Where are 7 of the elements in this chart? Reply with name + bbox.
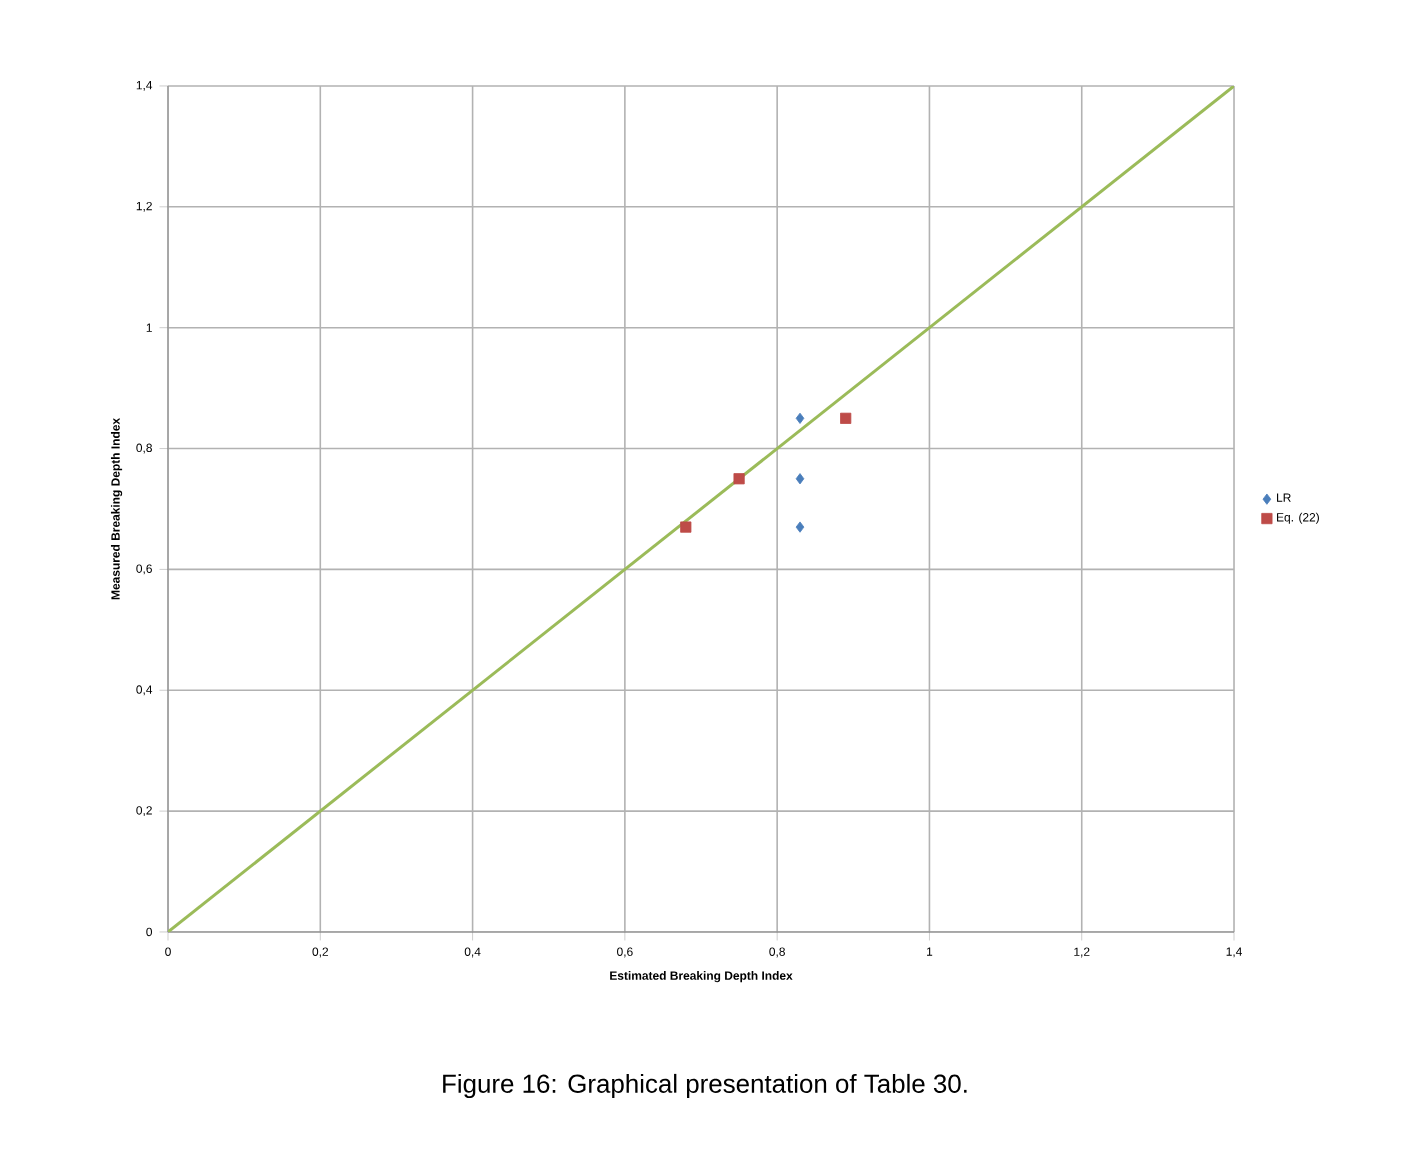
point xyxy=(733,473,745,485)
point xyxy=(680,521,692,533)
point xyxy=(795,473,805,485)
point xyxy=(795,412,805,424)
point xyxy=(840,412,852,424)
point xyxy=(795,521,805,533)
caption: Figure 16: Graphical presentation of Table 30. xyxy=(443,1073,967,1099)
